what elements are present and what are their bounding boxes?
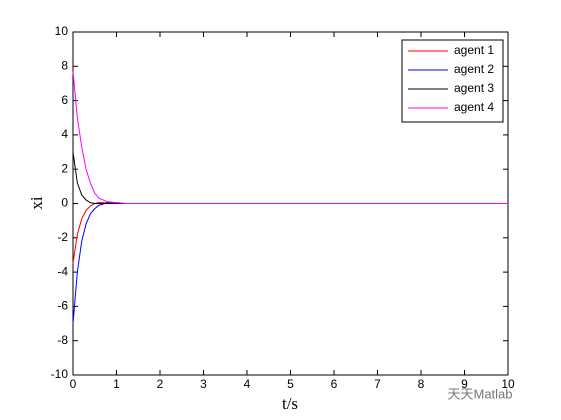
x-tick-label: 3	[200, 377, 207, 391]
y-tick-label: 4	[61, 127, 68, 141]
legend-label: agent 4	[454, 100, 494, 114]
x-tick-label: 1	[113, 377, 120, 391]
y-axis-label: xi	[27, 196, 46, 210]
watermark: 天天Matlab	[447, 386, 512, 401]
y-tick-label: 10	[55, 24, 69, 38]
y-tick-label: 8	[61, 58, 68, 72]
x-tick-label: 9	[461, 377, 468, 391]
y-tick-label: 0	[61, 196, 68, 210]
y-tick-label: -10	[51, 367, 69, 381]
legend-label: agent 1	[454, 43, 494, 57]
y-tick-label: -6	[57, 299, 68, 313]
legend-label: agent 2	[454, 62, 494, 76]
x-tick-label: 10	[501, 377, 515, 391]
y-tick-label: -4	[57, 264, 68, 278]
x-tick-label: 6	[331, 377, 338, 391]
x-axis-label: t/s	[282, 394, 298, 413]
x-tick-label: 2	[157, 377, 164, 391]
x-tick-label: 4	[244, 377, 251, 391]
y-tick-label: -2	[57, 230, 68, 244]
y-tick-label: 2	[61, 161, 68, 175]
x-tick-label: 8	[418, 377, 425, 391]
x-tick-label: 7	[374, 377, 381, 391]
series-line	[72, 151, 508, 204]
legend-box	[401, 39, 504, 123]
y-tick-label: 6	[61, 93, 68, 107]
x-tick-label: 0	[70, 377, 77, 391]
y-tick-label: -8	[57, 333, 68, 347]
series-line	[72, 71, 508, 204]
legend-label: agent 3	[454, 81, 494, 95]
x-tick-label: 5	[287, 377, 294, 391]
